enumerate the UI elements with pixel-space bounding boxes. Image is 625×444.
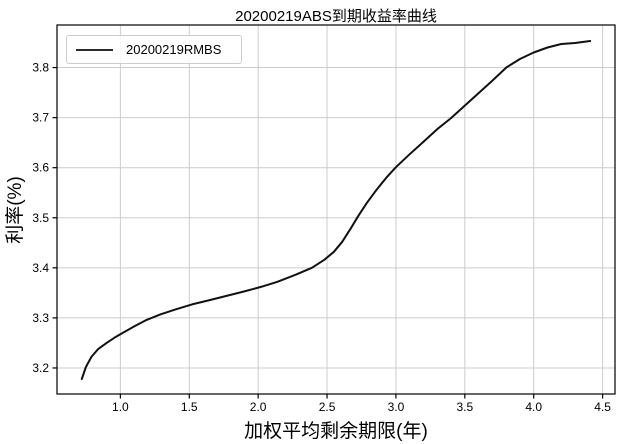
plot-border — [56, 24, 616, 395]
y-tick-label: 3.7 — [32, 111, 49, 125]
x-tick-label: 2.0 — [250, 400, 267, 414]
x-tick-label: 3.0 — [388, 400, 405, 414]
legend-label: 20200219RMBS — [126, 42, 222, 57]
x-tick-label: 3.5 — [456, 400, 473, 414]
y-tick-label: 3.4 — [32, 261, 49, 275]
x-tick-label: 1.0 — [112, 400, 129, 414]
x-tick-label: 2.5 — [319, 400, 336, 414]
y-tick-label: 3.6 — [32, 161, 49, 175]
x-tick-label: 1.5 — [181, 400, 198, 414]
x-tick-label: 4.0 — [525, 400, 542, 414]
yield-curve-line — [80, 40, 592, 380]
y-tick-label: 3.5 — [32, 211, 49, 225]
y-tick-label: 3.2 — [32, 361, 49, 375]
y-tick-label: 3.8 — [32, 61, 49, 75]
legend-line-sample-icon — [76, 48, 113, 51]
x-axis-label: 加权平均剩余期限(年) — [244, 421, 428, 442]
y-axis-label: 利率(%) — [5, 176, 26, 244]
x-tick-label: 4.5 — [594, 400, 611, 414]
y-tick-label: 3.3 — [32, 311, 49, 325]
legend: 20200219RMBS — [66, 35, 242, 64]
chart-title: 20200219ABS到期收益率曲线 — [235, 8, 437, 25]
